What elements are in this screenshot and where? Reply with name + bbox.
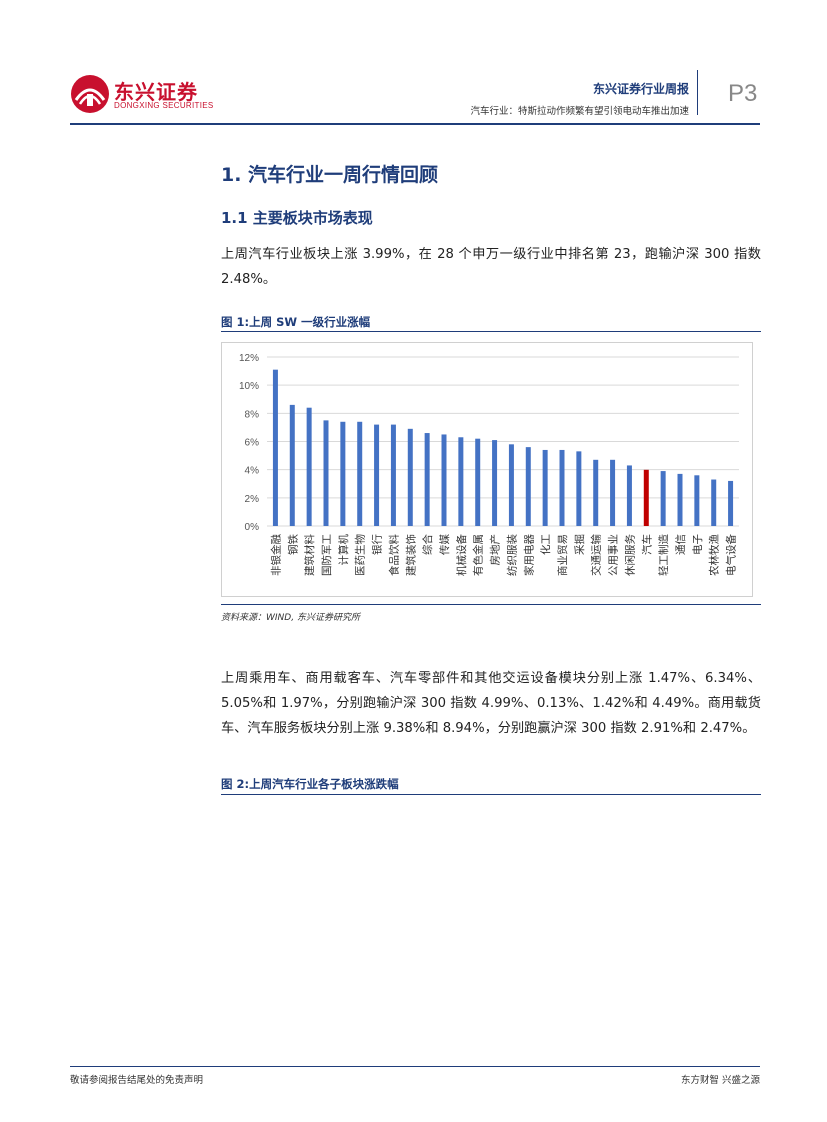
report-header: 东兴证券行业周报 汽车行业：特斯拉动作频繁有望引领电动车推出加速 bbox=[470, 80, 689, 117]
y-tick-label: 2% bbox=[245, 494, 260, 505]
x-category-label: 电子 bbox=[691, 534, 704, 555]
bar bbox=[559, 449, 565, 526]
bar bbox=[677, 473, 683, 526]
page-number: P3 bbox=[728, 80, 758, 107]
figure-1-source: 资料来源：WIND, 东兴证券研究所 bbox=[221, 613, 360, 623]
x-category-label: 电气设备 bbox=[725, 534, 738, 576]
x-category-label: 汽车 bbox=[640, 534, 653, 555]
footer-disclaimer: 敬请参阅报告结尾处的免责声明 bbox=[70, 1075, 204, 1086]
x-category-label: 医药生物 bbox=[354, 534, 367, 576]
figure-2-rule bbox=[221, 794, 761, 795]
bar bbox=[424, 433, 430, 526]
bar bbox=[508, 444, 514, 526]
x-category-label: 非银金融 bbox=[269, 534, 282, 576]
y-tick-label: 10% bbox=[239, 381, 259, 392]
x-category-label: 通信 bbox=[675, 534, 687, 555]
bar bbox=[626, 465, 632, 526]
bar bbox=[340, 421, 346, 526]
y-tick-label: 12% bbox=[239, 353, 259, 364]
bar bbox=[458, 437, 464, 526]
bar bbox=[542, 449, 548, 526]
x-category-label: 纺织服装 bbox=[505, 534, 518, 576]
bar bbox=[323, 420, 329, 526]
section-heading: 1. 汽车行业一周行情回顾 bbox=[221, 164, 439, 186]
x-category-label: 采掘 bbox=[573, 534, 586, 555]
bar bbox=[492, 440, 498, 526]
y-tick-label: 6% bbox=[245, 438, 260, 449]
bar bbox=[475, 438, 481, 526]
x-category-label: 交通运输 bbox=[590, 534, 603, 576]
bar bbox=[593, 459, 599, 526]
subsection-heading: 1.1 主要板块市场表现 bbox=[221, 209, 373, 227]
bar bbox=[407, 428, 413, 526]
figure-2-title: 图 2:上周汽车行业各子板块涨跌幅 bbox=[221, 777, 399, 791]
x-category-label: 建筑材料 bbox=[303, 534, 316, 576]
x-category-label: 钢铁 bbox=[286, 534, 299, 555]
x-category-label: 公用事业 bbox=[607, 534, 620, 576]
bar bbox=[525, 447, 531, 526]
bar bbox=[576, 451, 582, 526]
source-rule bbox=[221, 604, 761, 605]
figure-1-title: 图 1:上周 SW 一级行业涨幅 bbox=[221, 315, 371, 329]
bar bbox=[711, 479, 717, 526]
footer-slogan: 东方财智 兴盛之源 bbox=[680, 1075, 760, 1086]
bar bbox=[728, 480, 734, 526]
paragraph-1: 上周汽车行业板块上涨 3.99%，在 28 个申万一级行业中排名第 23，跑输沪… bbox=[221, 247, 761, 287]
x-category-label: 家用电器 bbox=[522, 534, 535, 576]
footer-rule bbox=[70, 1066, 760, 1067]
x-category-label: 国防军工 bbox=[320, 534, 333, 576]
x-category-label: 建筑装饰 bbox=[404, 534, 417, 576]
x-category-label: 有色金属 bbox=[472, 534, 485, 576]
paragraph-2: 上周乘用车、商用载客车、汽车零部件和其他交运设备模块分别上涨 1.47%、6.3… bbox=[221, 671, 761, 736]
bar bbox=[610, 459, 616, 526]
bar bbox=[390, 424, 396, 526]
company-logo: 东兴证券 DONGXING SECURITIES bbox=[70, 74, 213, 114]
x-category-label: 食品饮料 bbox=[387, 534, 400, 576]
y-tick-label: 4% bbox=[245, 466, 260, 477]
y-tick-label: 8% bbox=[245, 409, 260, 420]
bar bbox=[694, 475, 700, 526]
bar bbox=[272, 369, 278, 526]
x-category-label: 商业贸易 bbox=[556, 534, 569, 576]
chart-frame bbox=[221, 342, 753, 597]
x-category-label: 综合 bbox=[421, 534, 434, 555]
bar-highlight bbox=[643, 469, 649, 526]
bar bbox=[441, 434, 447, 526]
figure-1-rule bbox=[221, 331, 761, 332]
x-category-label: 机械设备 bbox=[455, 534, 468, 576]
bar bbox=[374, 424, 380, 526]
y-tick-label: 0% bbox=[245, 522, 260, 533]
x-category-label: 农林牧渔 bbox=[708, 534, 721, 576]
x-category-label: 化工 bbox=[539, 534, 552, 555]
x-category-label: 休闲服务 bbox=[623, 534, 636, 576]
bar bbox=[660, 471, 666, 526]
bar bbox=[306, 407, 312, 526]
x-category-label: 计算机 bbox=[337, 534, 350, 566]
industry-gain-bar-chart: 0% 2% 4% 6% 8% 10% 12% 非银金融 钢铁 建筑材料 国防军工 计算机 医药生物 银行食… bbox=[239, 353, 739, 576]
logo-text-cn: 东兴证券 bbox=[114, 80, 198, 104]
header-divider bbox=[697, 70, 698, 115]
bar bbox=[289, 404, 295, 526]
x-category-label: 银行 bbox=[371, 534, 384, 555]
bar bbox=[357, 421, 363, 526]
x-category-label: 房地产 bbox=[489, 534, 502, 566]
report-type: 东兴证券行业周报 bbox=[592, 82, 689, 96]
header-rule bbox=[70, 123, 760, 125]
logo-emblem-icon bbox=[71, 75, 109, 113]
report-subtitle: 汽车行业：特斯拉动作频繁有望引领电动车推出加速 bbox=[470, 106, 689, 117]
x-category-label: 传媒 bbox=[438, 534, 451, 555]
x-category-label: 轻工制造 bbox=[657, 534, 670, 576]
logo-text-en: DONGXING SECURITIES bbox=[114, 101, 214, 110]
